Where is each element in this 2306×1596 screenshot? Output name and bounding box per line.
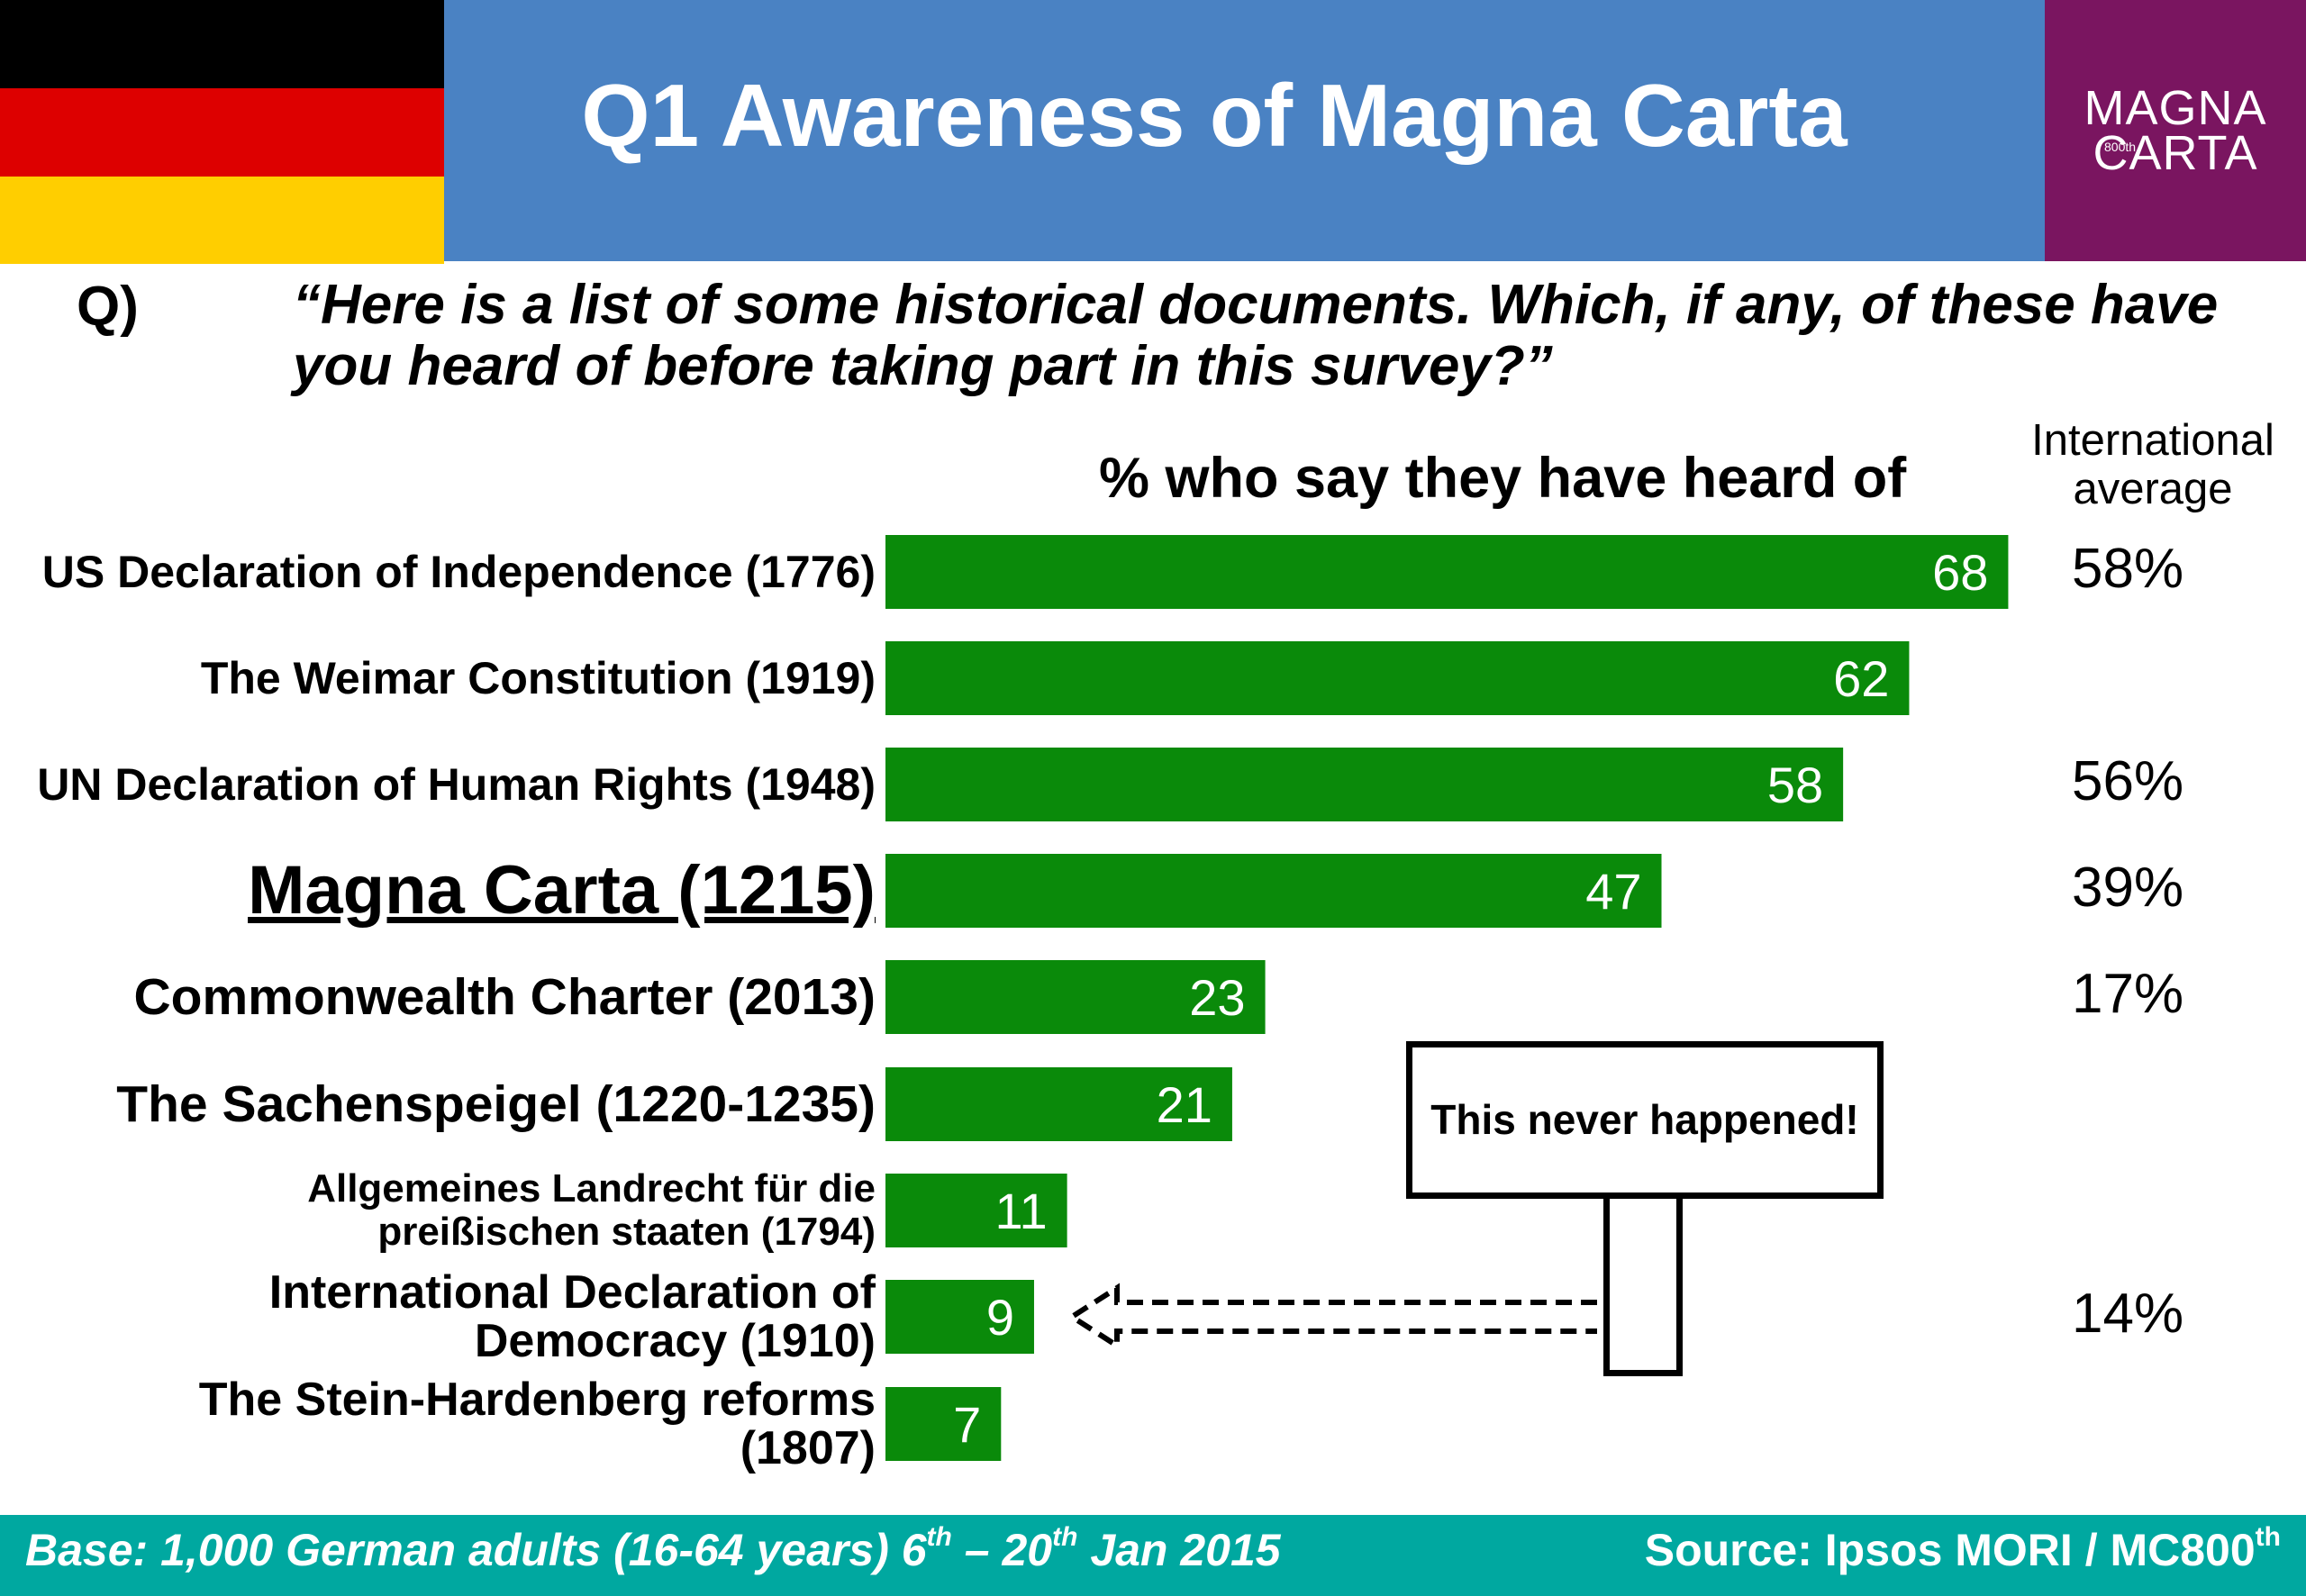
question-text: “Here is a list of some historical docum… — [293, 274, 2219, 397]
bar-value-label: 68 — [1932, 544, 1988, 601]
annotation-text: This never happened! — [1430, 1096, 1859, 1143]
logo-line-2: CARTA — [2093, 126, 2258, 180]
dashed-arrow — [1067, 1283, 1597, 1351]
international-average-value: 56% — [2072, 750, 2184, 812]
bar-value-label: 11 — [994, 1183, 1047, 1239]
footer-band — [0, 1515, 2306, 1596]
bar-value-label: 47 — [1585, 863, 1641, 920]
category-label: UN Declaration of Human Rights (1948) — [37, 759, 876, 810]
category-label: The Weimar Constitution (1919) — [200, 653, 876, 703]
bar — [885, 535, 2009, 609]
bar-value-label: 21 — [1157, 1076, 1212, 1133]
category-label: International Declaration of Democracy (1… — [268, 1266, 876, 1367]
annotation-sign: This never happened! — [1406, 1041, 1884, 1199]
international-average-value: 17% — [2072, 963, 2184, 1025]
international-average-value: 58% — [2072, 538, 2184, 600]
chart-title: % who say they have heard of — [1099, 447, 1907, 510]
bar — [885, 854, 1662, 928]
logo-badge: 800th — [2104, 140, 2137, 154]
germany-flag — [0, 0, 444, 264]
bar-value-label: 23 — [1189, 969, 1245, 1026]
flag-stripe-black — [0, 0, 444, 88]
bar-value-label: 58 — [1767, 757, 1823, 813]
category-label: The Sachenspeigel (1220-1235) — [116, 1075, 876, 1133]
category-label: Commonwealth Charter (2013) — [133, 968, 876, 1026]
flag-stripe-red — [0, 88, 444, 177]
bar-value-label: 9 — [986, 1289, 1014, 1346]
bar-value-label: 62 — [1833, 650, 1889, 707]
bar — [885, 1280, 1034, 1354]
annotation-sign-post — [1603, 1198, 1683, 1376]
page-title: Q1 Awareness of Magna Carta — [581, 66, 1848, 165]
bar — [885, 748, 1844, 821]
bar-value-label: 7 — [953, 1396, 981, 1453]
category-label: The Stein-Hardenberg reforms (1807) — [198, 1374, 876, 1474]
bar — [885, 1174, 1067, 1247]
bar — [885, 1067, 1232, 1141]
category-label: Allgemeines Landrecht für die preißischen… — [307, 1166, 876, 1254]
logo-line-1: MAGNA — [2084, 81, 2267, 135]
footer-base-note: Base: 1,000 German adults (16-64 years) … — [25, 1522, 1281, 1576]
flag-stripe-gold — [0, 177, 444, 264]
bar — [885, 641, 1910, 715]
question-label: Q) — [77, 276, 139, 338]
international-average-value: 39% — [2072, 857, 2184, 919]
category-label: US Declaration of Independence (1776) — [41, 547, 876, 597]
footer-source: Source: Ipsos MORI / MC800th — [1644, 1522, 2281, 1576]
bar — [885, 960, 1266, 1034]
international-average-header: International average — [2031, 416, 2274, 513]
magna-carta-logo: MAGNA CARTA 800th — [2045, 0, 2306, 261]
header-band — [444, 0, 2045, 261]
category-label: Magna Carta (1215) — [248, 852, 876, 929]
bar — [885, 1387, 1002, 1461]
international-average-value: 14% — [2072, 1283, 2184, 1345]
